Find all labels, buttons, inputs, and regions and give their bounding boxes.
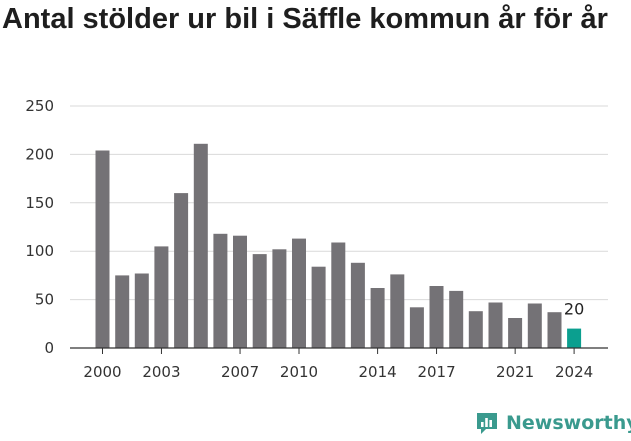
bar-2009 bbox=[272, 249, 287, 348]
bar-2006 bbox=[213, 233, 228, 348]
y-tick-label: 100 bbox=[25, 242, 54, 260]
bar-2010 bbox=[292, 238, 306, 348]
x-tick-label: 2024 bbox=[555, 363, 593, 381]
x-tick-label: 2017 bbox=[417, 363, 455, 381]
bar-2004 bbox=[174, 193, 189, 348]
y-tick-label: 50 bbox=[35, 291, 54, 309]
bar-2002 bbox=[134, 273, 149, 348]
x-tick-label: 2010 bbox=[280, 363, 318, 381]
bar-2019 bbox=[468, 311, 483, 348]
bar-2005 bbox=[193, 143, 208, 348]
bar-2014 bbox=[370, 288, 385, 348]
bar-2024 bbox=[567, 328, 582, 348]
bar-2007 bbox=[233, 235, 247, 348]
bars bbox=[95, 143, 582, 348]
x-tick-label: 2007 bbox=[221, 363, 259, 381]
newsworthy-brand[interactable]: Newsworthy bbox=[474, 405, 631, 441]
x-tick-label: 2014 bbox=[359, 363, 397, 381]
y-tick-label: 200 bbox=[25, 145, 54, 163]
y-axis: 0 50 100 150 200 250 bbox=[25, 97, 54, 357]
bar-2017 bbox=[429, 286, 444, 348]
x-tick-label: 2021 bbox=[496, 363, 534, 381]
bar-2022 bbox=[527, 303, 542, 348]
y-tick-label: 150 bbox=[25, 194, 54, 212]
data-labels: 20 bbox=[564, 300, 584, 319]
bar-2011 bbox=[311, 266, 326, 348]
bar-2021 bbox=[508, 318, 523, 348]
bar-2008 bbox=[252, 254, 267, 348]
chart-title: Antal stölder ur bil i Säffle kommun år … bbox=[2, 3, 608, 35]
bar-2001 bbox=[115, 275, 130, 348]
x-tick-label: 2003 bbox=[142, 363, 180, 381]
bar-2000 bbox=[95, 150, 110, 348]
y-tick-label: 250 bbox=[25, 97, 54, 115]
bar-2015 bbox=[390, 274, 405, 348]
x-axis: 2000 2003 2007 2010 2014 2017 2021 2024 bbox=[70, 347, 608, 381]
bar-2023 bbox=[547, 312, 562, 348]
brand-name: Newsworthy bbox=[506, 412, 631, 434]
bar-2020 bbox=[488, 302, 503, 348]
bar-chart: 0 50 100 150 200 250 2000 2003 2007 2010 2014 2017… bbox=[25, 97, 608, 381]
chart-logo-icon bbox=[477, 413, 497, 434]
bar-2012 bbox=[331, 242, 346, 348]
data-label: 20 bbox=[564, 300, 584, 319]
y-tick-label: 0 bbox=[44, 339, 54, 357]
x-tick-label: 2000 bbox=[83, 363, 121, 381]
bar-2003 bbox=[154, 246, 169, 348]
bar-2016 bbox=[409, 307, 424, 348]
bar-2013 bbox=[350, 262, 365, 348]
bar-2018 bbox=[449, 290, 464, 348]
